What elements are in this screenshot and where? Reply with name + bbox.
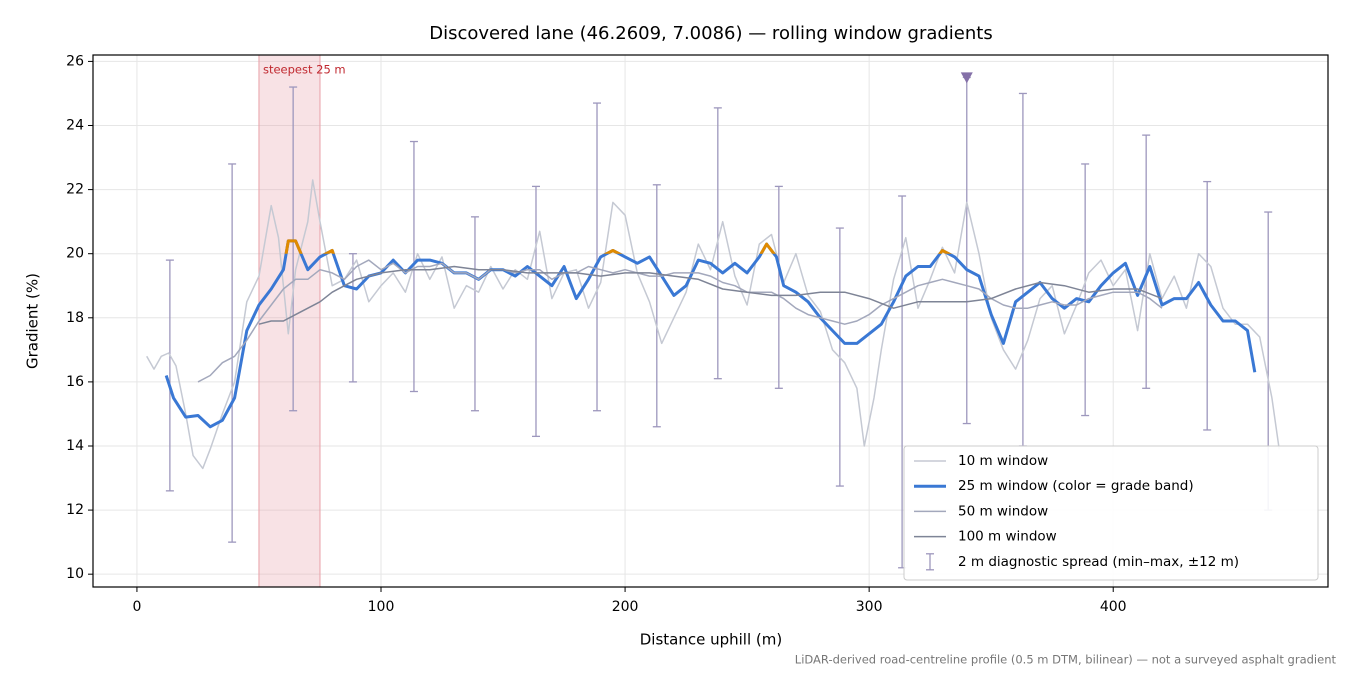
y-tick-label: 26 [66,53,84,69]
y-tick-label: 16 [66,374,84,390]
marker [960,72,973,84]
shaded-region-label: steepest 25 m [263,63,346,77]
x-tick-label: 400 [1100,599,1127,615]
series-line [197,259,1163,383]
y-tick-label: 18 [66,310,84,326]
legend-label: 50 m window [958,503,1048,519]
y-tick-label: 22 [66,182,84,198]
error-bar [228,163,237,543]
y-tick-label: 10 [66,566,84,582]
series-line [258,265,1163,325]
error-bar [774,185,783,389]
y-tick-label: 14 [66,438,84,454]
x-tick-label: 200 [612,599,639,615]
chart-title: Discovered lane (46.2609, 7.0086) — roll… [429,23,992,44]
error-bar [1142,134,1151,389]
series-line [146,179,1280,470]
x-axis-label: Distance uphill (m) [640,631,782,649]
series-line [164,239,1257,429]
error-bar [1081,163,1090,417]
error-bar [348,253,357,383]
legend-label: 10 m window [958,453,1048,469]
y-tick-label: 12 [66,502,84,518]
plot-frame [92,54,1329,588]
legend-label: 100 m window [958,529,1057,545]
x-tick-label: 100 [368,599,395,615]
error-bar [165,259,174,492]
error-bar [593,102,602,412]
legend-label: 25 m window (color = grade band) [958,478,1194,494]
legend-label: 2 m diagnostic spread (min–max, ±12 m) [958,554,1239,570]
legend-box [903,445,1319,581]
error-bar [1018,92,1027,447]
error-bar [652,184,661,428]
y-tick-label: 20 [66,246,84,262]
error-bar [289,86,298,412]
y-tick-label: 24 [66,118,84,134]
error-bar [531,185,540,438]
x-tick-label: 0 [132,599,141,615]
error-bar [470,216,479,412]
x-tick-label: 300 [856,599,883,615]
error-bar [962,76,971,425]
y-axis-label: Gradient (%) [24,273,42,369]
footnote: LiDAR-derived road-centreline profile (0… [795,653,1337,667]
error-bar [1203,180,1212,431]
